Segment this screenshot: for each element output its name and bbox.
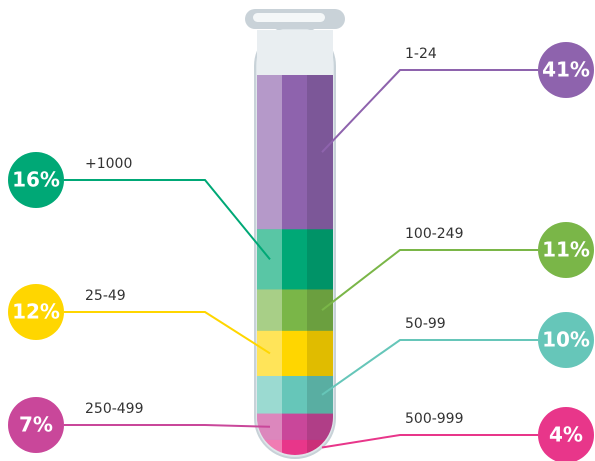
labels: 41% 1-24 16% +1000 11% 100-249 12% 25-49 10% 50-9… [8, 42, 594, 461]
category-label: 250-499 [85, 401, 144, 417]
percent-label: 12% [12, 300, 60, 324]
category-label: 1-24 [405, 46, 437, 62]
category-label: +1000 [85, 156, 132, 172]
percent-badge [538, 312, 594, 368]
percent-label: 11% [542, 238, 590, 262]
leader-line [321, 339, 538, 396]
segment-shade [307, 330, 333, 377]
category-label: 500-999 [405, 411, 464, 427]
segment-highlight [257, 289, 282, 332]
leader-line [321, 249, 538, 311]
percent-badge [538, 407, 594, 461]
category-label: 50-99 [405, 316, 446, 332]
segment [257, 75, 333, 230]
segment-shade [307, 375, 333, 415]
percent-label: 41% [542, 58, 590, 82]
percent-badge [538, 222, 594, 278]
segment-shade [307, 229, 333, 290]
percent-badge [8, 397, 64, 453]
percent-label: 16% [12, 168, 60, 192]
leader-line [64, 179, 271, 260]
segment-highlight [257, 375, 282, 415]
percent-label: 4% [549, 423, 583, 447]
tube-rim-highlight [253, 13, 325, 22]
percent-label: 10% [542, 328, 590, 352]
segment [257, 289, 333, 332]
leader-line [321, 434, 538, 449]
percent-label: 7% [19, 413, 53, 437]
percent-badge [8, 152, 64, 208]
leader-line [64, 424, 271, 428]
category-label: 100-249 [405, 226, 464, 242]
liquid [257, 75, 333, 455]
segment [257, 375, 333, 415]
leader-line [321, 69, 538, 153]
percent-badge [538, 42, 594, 98]
segment-shade [307, 289, 333, 332]
category-label: 25-49 [85, 288, 126, 304]
segment-highlight [257, 75, 282, 230]
tube-empty [257, 30, 333, 75]
percent-badge [8, 284, 64, 340]
leader-line [64, 311, 271, 355]
segment-shade [307, 75, 333, 230]
